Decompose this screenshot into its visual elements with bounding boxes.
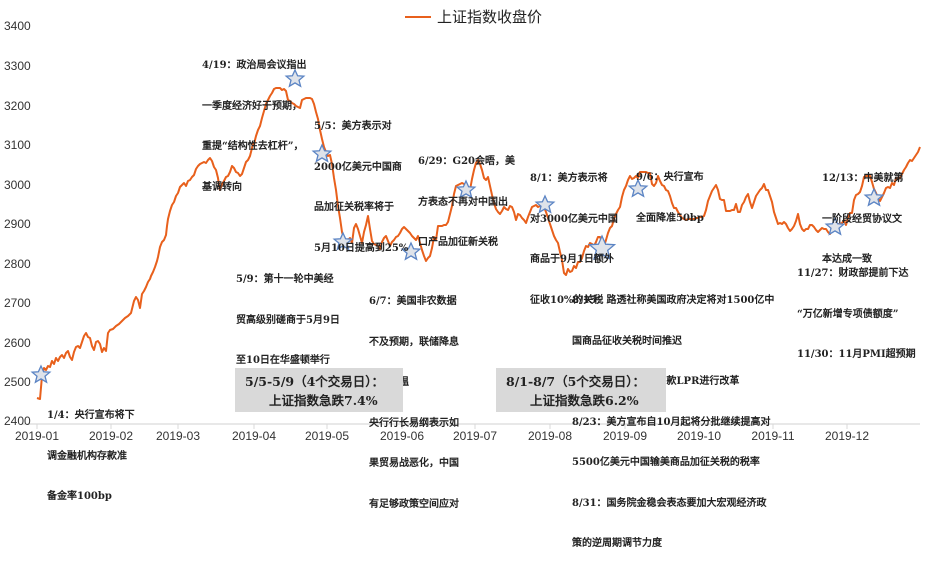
star-icon bbox=[863, 187, 885, 207]
annotation-line: 8/31：国务院金稳会表态要加大宏观经济政 bbox=[572, 497, 767, 509]
star-icon bbox=[455, 179, 477, 199]
annotation-line: 一季度经济好于预期， bbox=[202, 100, 302, 112]
annotation-line: 不及预期，联储降息 bbox=[369, 336, 459, 348]
annotation-line: 4/19：政治局会议指出 bbox=[202, 60, 307, 71]
x-tick-label: 2019-04 bbox=[231, 429, 277, 443]
annotation-line: 重提“结构性去杠杆”， bbox=[202, 141, 304, 152]
annotation-line: 本达成一致 bbox=[822, 254, 872, 265]
star-icon bbox=[824, 216, 846, 236]
annotation-line: “万亿新增专项债额度” bbox=[797, 308, 899, 320]
y-tick-label: 2900 bbox=[4, 217, 31, 231]
annotation-1213: 12/13：中美就第 一阶段经贸协议文 本达成一致 bbox=[822, 145, 903, 294]
x-tick-label: 2019-08 bbox=[527, 429, 573, 443]
star-icon bbox=[627, 178, 649, 198]
annotation-line: 5/5：美方表示对 bbox=[314, 121, 392, 132]
callout-line: 5/5-5/9（4个交易日）： bbox=[245, 374, 385, 389]
annotation-line: 基调转向 bbox=[202, 181, 242, 193]
annotation-0801: 8/1：美方表示将 对3000亿美元中国 商品于9月1日额外 征收10%的关税 bbox=[530, 145, 618, 334]
annotation-line: 11/27：财政部提前下达 bbox=[797, 268, 909, 279]
callout-may-drop: 5/5-5/9（4个交易日）： 上证指数急跌7.4% bbox=[235, 368, 403, 412]
annotation-line: 11/30：11月PMI超预期 bbox=[797, 349, 916, 360]
annotation-line: 策的逆周期调节力度 bbox=[572, 538, 662, 549]
chart-plot-area bbox=[22, 68, 921, 429]
star-icon bbox=[284, 68, 306, 88]
y-tick-label: 3200 bbox=[4, 99, 31, 113]
annotation-0815: 8/15：路透社称美国政府决定将对1500亿中 国商品征收关税时间推迟 8/20… bbox=[572, 267, 774, 578]
y-tick-label: 3000 bbox=[4, 178, 31, 192]
event-star-markers bbox=[30, 68, 885, 384]
annotation-line: 对3000亿美元中国 bbox=[530, 213, 618, 225]
annotation-line: 央行行长易纲表示如 bbox=[369, 417, 459, 429]
annotation-line: 全面降准50bp bbox=[636, 212, 704, 224]
x-axis-ticks bbox=[36, 424, 848, 429]
x-tick-label: 2019-10 bbox=[676, 429, 722, 443]
annotation-line: 8/23：美方宣布自10月起将分批继续提高对 bbox=[572, 416, 771, 428]
x-tick-label: 2019-11 bbox=[751, 429, 795, 443]
callout-line: 8/1-8/7（5个交易日）： bbox=[506, 374, 646, 389]
annotation-0104: 1/4：央行宣布将下 调金融机构存款准 备金率100bp bbox=[47, 382, 135, 531]
annotation-line: 国商品征收关税时间推迟 bbox=[572, 335, 682, 347]
annotation-line: 一阶段经贸协议文 bbox=[822, 213, 902, 225]
annotation-line: 6/7：美国非农数据 bbox=[369, 296, 457, 307]
annotation-line: 12/13：中美就第 bbox=[822, 173, 904, 184]
y-tick-label: 3100 bbox=[4, 138, 31, 152]
star-icon bbox=[534, 194, 556, 214]
annotation-line: 9/6：央行宣布 bbox=[636, 172, 704, 183]
x-tick-label: 2019-03 bbox=[155, 429, 201, 443]
annotation-line: 5/9：第十一轮中美经 bbox=[236, 274, 334, 285]
star-icon bbox=[332, 231, 354, 251]
x-tick-label: 2019-12 bbox=[824, 429, 870, 443]
annotation-line: 果贸易战恶化，中国 bbox=[369, 458, 459, 469]
annotation-line: 2000亿美元中国商 bbox=[314, 161, 402, 173]
y-tick-label: 2700 bbox=[4, 296, 31, 310]
star-icon bbox=[587, 234, 617, 261]
annotation-0419: 4/19：政治局会议指出 一季度经济好于预期， 重提“结构性去杠杆”， 基调转向 bbox=[202, 32, 307, 221]
annotation-line: 征收10%的关税 bbox=[530, 294, 604, 306]
annotation-line: 口产品加征新关税 bbox=[418, 237, 498, 248]
x-tick-label: 2019-09 bbox=[602, 429, 648, 443]
annotation-line: 品加征关税率将于 bbox=[314, 202, 394, 213]
annotation-0906: 9/6：央行宣布 全面降准50bp bbox=[636, 144, 704, 252]
x-tick-label: 2019-06 bbox=[379, 429, 425, 443]
annotation-0629: 6/29：G20会晤，美 方表态不再对中国出 口产品加征新关税 bbox=[418, 128, 515, 277]
x-tick-label: 2019-05 bbox=[304, 429, 350, 443]
annotation-line: 8/1：美方表示将 bbox=[530, 173, 608, 184]
annotation-line: 5500亿美元中国输美商品加征关税的税率 bbox=[572, 457, 760, 468]
y-tick-label: 3300 bbox=[4, 59, 31, 73]
annotation-line: 5月10日提高到25% bbox=[314, 242, 409, 254]
legend: 上证指数收盘价 bbox=[405, 6, 542, 27]
callout-line: 上证指数急跌7.4% bbox=[269, 393, 378, 408]
annotation-line: 有足够政策空间应对 bbox=[369, 498, 459, 510]
legend-label: 上证指数收盘价 bbox=[437, 8, 543, 26]
annotation-line: 至10日在华盛顿举行 bbox=[236, 355, 330, 366]
annotation-line: 商品于9月1日额外 bbox=[530, 254, 614, 265]
y-tick-label: 3400 bbox=[4, 19, 31, 33]
annotation-0505: 5/5：美方表示对 2000亿美元中国商 品加征关税率将于 5月10日提高到25… bbox=[314, 93, 408, 282]
x-tick-label: 2019-07 bbox=[452, 429, 498, 443]
callout-aug-drop: 8/1-8/7（5个交易日）： 上证指数急跌6.2% bbox=[496, 368, 666, 412]
annotation-line: 1/4：央行宣布将下 bbox=[47, 410, 135, 421]
x-tick-label: 2019-02 bbox=[88, 429, 134, 443]
annotation-line: 贸高级别磋商于5月9日 bbox=[236, 314, 340, 326]
annotation-line: 6/29：G20会晤，美 bbox=[418, 156, 515, 167]
y-tick-label: 2400 bbox=[4, 414, 31, 428]
shanghai-index-line bbox=[36, 87, 921, 400]
callout-line: 上证指数急跌6.2% bbox=[530, 393, 639, 408]
x-tick-label: 2019-01 bbox=[14, 429, 60, 443]
legend-line-swatch bbox=[405, 15, 431, 18]
annotation-line: 调金融机构存款准 bbox=[47, 450, 127, 462]
annotation-line: 8/15：路透社称美国政府决定将对1500亿中 bbox=[572, 295, 775, 306]
chart: 上证指数收盘价 3400 3300 3200 3100 3000 2900 28… bbox=[4, 6, 921, 549]
annotation-line: 备金率100bp bbox=[47, 491, 112, 502]
y-tick-label: 2500 bbox=[4, 375, 31, 389]
star-icon bbox=[30, 364, 52, 384]
annotation-1127: 11/27：财政部提前下达 “万亿新增专项债额度” 11/30：11月PMI超预… bbox=[797, 240, 916, 389]
y-tick-label: 2800 bbox=[4, 257, 31, 271]
star-icon bbox=[400, 241, 422, 261]
star-icon bbox=[311, 143, 333, 163]
annotation-0509: 5/9：第十一轮中美经 贸高级别磋商于5月9日 至10日在华盛顿举行 bbox=[236, 246, 340, 395]
y-tick-label: 2600 bbox=[4, 336, 31, 350]
annotation-line: 方表态不再对中国出 bbox=[418, 196, 508, 208]
